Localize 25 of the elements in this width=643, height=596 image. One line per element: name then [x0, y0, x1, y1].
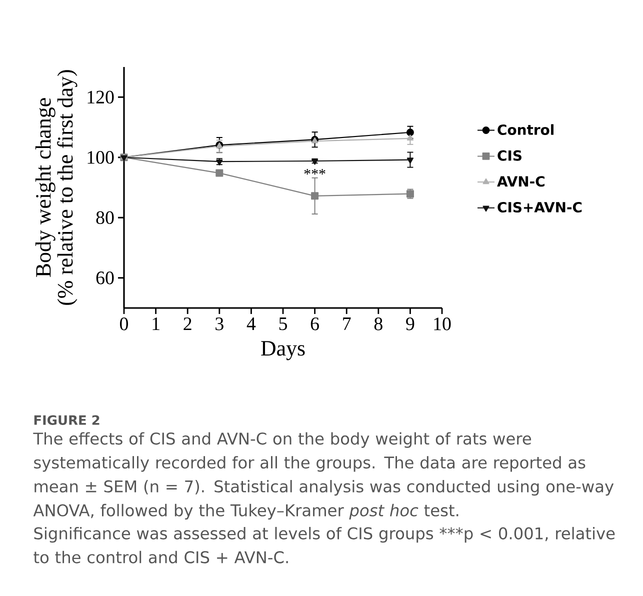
y-tick-label: 80: [96, 211, 114, 224]
legend-label: AVN-C: [497, 176, 544, 187]
x-tick-label: 8: [374, 318, 382, 330]
legend-label: Control: [498, 124, 554, 136]
text: Significance was assessed at levels of CIS groups ***p < 0.001, relative to the control and CIS + AVN-C.: [34, 526, 615, 564]
x-tick-label: 6: [310, 318, 319, 330]
legend-label: CIS: [498, 150, 522, 161]
annotation: ***: [304, 169, 326, 175]
x-tick-label: 3: [216, 318, 224, 330]
x-tick-label: 10: [434, 318, 451, 330]
x-tick-label: 4: [246, 318, 256, 330]
x-tick-label: 9: [406, 318, 414, 330]
x-axis-title: Days: [261, 341, 305, 360]
x-tick-label: 2: [184, 318, 192, 330]
y-tick-label: 60: [96, 271, 114, 284]
x-tick-label: 7: [343, 318, 351, 330]
x-tick-label: 0: [120, 318, 128, 330]
x-tick-label: 5: [279, 318, 287, 330]
y-axis-title: Body weight change (% relative to the first day): [35, 70, 78, 305]
y-tick-label: 120: [88, 90, 114, 104]
x-tick-label: 1: [152, 318, 160, 330]
y-tick-label: 100: [88, 151, 114, 164]
legend-label: CIS+AVN-C: [498, 202, 582, 212]
caption: FIGURE 2: [34, 415, 100, 425]
text: The effects of CIS and AVN-C on the body weight of rats were systematically recorded for all the groups. The data are reported as mean ± SEM (n = 7). Statistical analysis was conducted using one-way ANOVA, followed by the Tukey–Kramer post hoc test.: [33, 432, 614, 520]
